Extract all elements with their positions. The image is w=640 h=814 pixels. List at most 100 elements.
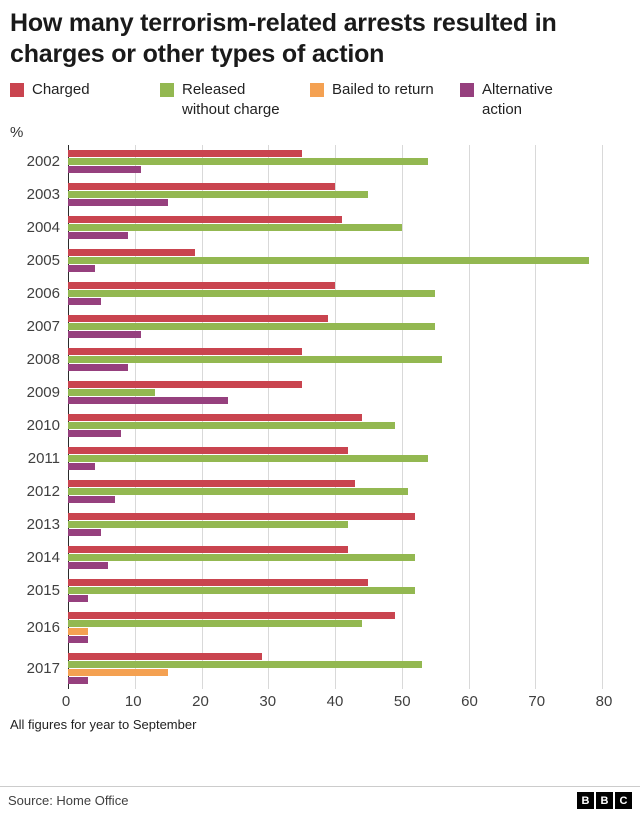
legend-item-released-without-charge: Released without charge: [160, 80, 310, 120]
bar-chart: 2002 2003 2004 2005 2006 2007 2008 2009 2010 2011…: [10, 145, 630, 689]
bar-group: [68, 413, 602, 438]
bar-alternative-action: [68, 364, 129, 371]
bar-alternative-action: [68, 199, 169, 206]
category-label: 2008: [26, 351, 60, 368]
x-tick-label: 70: [528, 693, 546, 710]
bar-charged: [68, 612, 396, 619]
bar-group: [68, 281, 602, 306]
bar-group: [68, 578, 602, 603]
chart-row: 2007: [10, 310, 602, 343]
chart-row: 2008: [10, 343, 602, 376]
x-axis-ticks: 0 10 20 30 40 50 60 70 80: [62, 691, 613, 711]
bar-alternative-action: [68, 298, 102, 305]
page-title: How many terrorism-related arrests resul…: [10, 9, 557, 68]
bar-charged: [68, 546, 349, 553]
legend-label: Alternative action: [482, 81, 553, 118]
legend-swatch-icon: [460, 83, 474, 97]
category-label: 2006: [26, 285, 60, 302]
bar-charged: [68, 513, 416, 520]
bar-group: [68, 248, 602, 273]
bar-group: [68, 314, 602, 339]
chart-row: 2011: [10, 442, 602, 475]
bar-charged: [68, 249, 195, 256]
bbc-logo-block: B: [596, 792, 613, 809]
bar-charged: [68, 579, 369, 586]
bbc-logo-block: C: [615, 792, 632, 809]
x-tick-label: 40: [326, 693, 344, 710]
legend-item-charged: Charged: [10, 80, 160, 120]
legend: Charged Released without charge Bailed to …: [10, 80, 630, 120]
legend-label: Released without charge: [182, 81, 280, 118]
bar-released-without-charge: [68, 554, 416, 561]
bar-released-without-charge: [68, 290, 436, 297]
chart-row: 2006: [10, 277, 602, 310]
bar-group: [68, 149, 602, 174]
category-label: 2002: [26, 153, 60, 170]
legend-label: Charged: [32, 81, 90, 98]
bar-alternative-action: [68, 636, 89, 643]
source: Source: Home Office: [8, 793, 129, 808]
bar-charged: [68, 216, 342, 223]
bar-charged: [68, 381, 302, 388]
category-label: 2017: [26, 660, 60, 677]
chart-row: 2014: [10, 541, 602, 574]
bar-alternative-action: [68, 430, 122, 437]
y-axis-unit-label: %: [10, 124, 24, 141]
bar-released-without-charge: [68, 356, 442, 363]
legend-swatch-icon: [10, 83, 24, 97]
bar-group: [68, 652, 602, 685]
category-label: 2004: [26, 219, 60, 236]
bar-group: [68, 182, 602, 207]
category-label: 2012: [26, 483, 60, 500]
bar-alternative-action: [68, 397, 229, 404]
gridline: [401, 145, 403, 689]
legend-swatch-icon: [310, 83, 324, 97]
chart-row: 2016: [10, 607, 602, 648]
bar-released-without-charge: [68, 224, 402, 231]
category-label: 2014: [26, 549, 60, 566]
chart-row: 2013: [10, 508, 602, 541]
bar-released-without-charge: [68, 620, 362, 627]
chart-rows: 2002 2003 2004 2005 2006 2007 2008 2009 2010 2011…: [10, 145, 630, 689]
bar-group: [68, 380, 602, 405]
chart-row: 2002: [10, 145, 602, 178]
x-tick-label: 30: [259, 693, 277, 710]
chart-row: 2010: [10, 409, 602, 442]
chart-row: 2003: [10, 178, 602, 211]
bar-alternative-action: [68, 463, 95, 470]
bar-released-without-charge: [68, 521, 349, 528]
category-label: 2010: [26, 417, 60, 434]
bar-group: [68, 215, 602, 240]
bar-group: [68, 446, 602, 471]
bar-bailed-to-return: [68, 669, 169, 676]
bar-alternative-action: [68, 331, 142, 338]
category-label: 2003: [26, 186, 60, 203]
bar-charged: [68, 447, 349, 454]
bar-alternative-action: [68, 677, 89, 684]
bar-alternative-action: [68, 562, 109, 569]
bar-released-without-charge: [68, 488, 409, 495]
category-label: 2016: [26, 619, 60, 636]
chart-row: 2017: [10, 648, 602, 689]
bar-released-without-charge: [68, 587, 416, 594]
chart-row: 2005: [10, 244, 602, 277]
gridline: [602, 145, 603, 689]
bar-released-without-charge: [68, 191, 369, 198]
bar-alternative-action: [68, 232, 129, 239]
bar-released-without-charge: [68, 422, 396, 429]
bar-released-without-charge: [68, 455, 429, 462]
legend-item-bailed-to-return: Bailed to return: [310, 80, 460, 120]
category-label: 2013: [26, 516, 60, 533]
bar-group: [68, 545, 602, 570]
bar-charged: [68, 183, 335, 190]
bar-charged: [68, 480, 356, 487]
bar-charged: [68, 414, 362, 421]
category-label: 2009: [26, 384, 60, 401]
bar-charged: [68, 653, 262, 660]
bar-group: [68, 347, 602, 372]
bar-charged: [68, 282, 335, 289]
category-label: 2005: [26, 252, 60, 269]
bar-released-without-charge: [68, 389, 155, 396]
